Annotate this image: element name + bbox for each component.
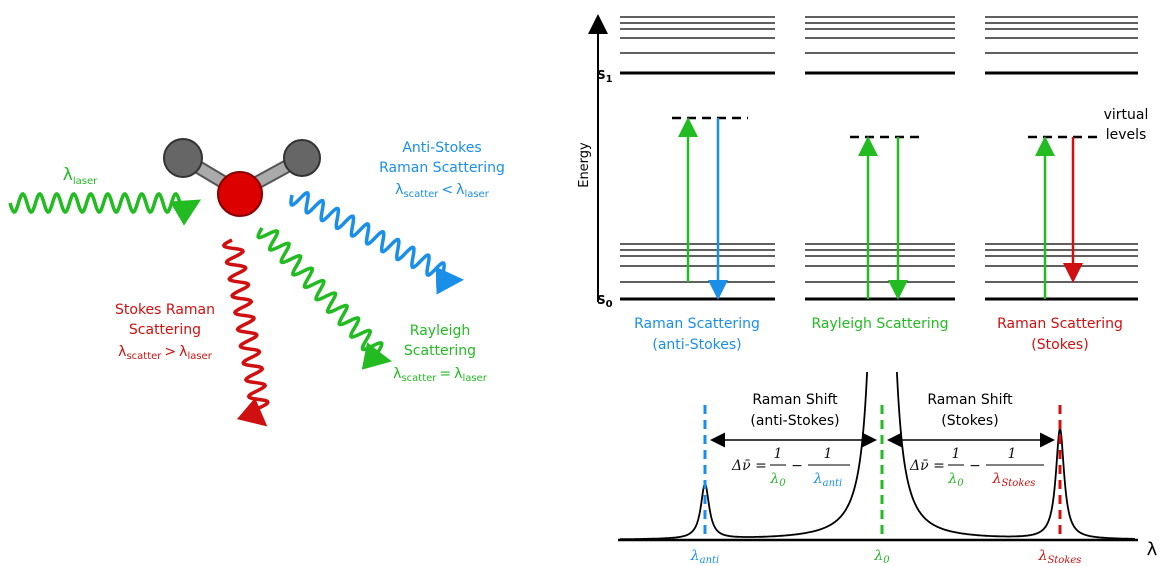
spectrum-curve xyxy=(620,372,1135,541)
formula-den: λ0 xyxy=(947,471,964,489)
formula-num: 1 xyxy=(824,446,833,462)
panel-label: Rayleigh Scattering xyxy=(811,316,948,332)
panel-label: Raman Scattering xyxy=(634,316,760,332)
x-axis-label: λ xyxy=(1147,539,1158,560)
x-label: λ0 xyxy=(873,548,890,566)
formula-den: λ0 xyxy=(769,471,786,489)
incident-label: λlaser xyxy=(63,165,98,187)
wave-arrows xyxy=(8,190,464,427)
shift-label: Raman Shift xyxy=(752,392,838,408)
shift-label: Raman Shift xyxy=(927,392,1013,408)
shift-label: (anti-Stokes) xyxy=(750,413,839,429)
formula-minus: − xyxy=(969,458,981,474)
x-label: λanti xyxy=(690,548,720,566)
shift-label: (Stokes) xyxy=(941,413,998,429)
panel-label: Raman Scattering xyxy=(997,316,1123,332)
formula-minus: − xyxy=(791,458,803,474)
virtual-levels-label: levels xyxy=(1106,127,1147,143)
formula-lhs: Δν̄ = xyxy=(909,458,945,474)
wave-arrow xyxy=(256,227,392,370)
panel-label: (Stokes) xyxy=(1031,337,1088,353)
formula-den: λanti xyxy=(813,471,843,489)
rayleigh-title: Rayleigh xyxy=(410,323,470,339)
anti-stokes-relation: λscatter < λlaser xyxy=(395,182,490,200)
energy-label: Energy xyxy=(577,142,592,188)
formula-num: 1 xyxy=(952,446,961,462)
stokes-formula: Δν̄ = 1 λ0 − 1 λStokes xyxy=(909,446,1044,489)
wave-arrow xyxy=(8,192,202,226)
s0-label: S0 xyxy=(597,293,613,310)
molecule xyxy=(163,138,321,217)
formula-num: 1 xyxy=(1008,446,1017,462)
panel-label: (anti-Stokes) xyxy=(652,337,741,353)
stokes-relation: λscatter > λlaser xyxy=(118,344,213,362)
virtual-levels-label: virtual xyxy=(1104,107,1149,123)
formula-lhs: Δν̄ = xyxy=(731,458,767,474)
anti-stokes-title: Raman Scattering xyxy=(379,160,505,176)
anti-stokes-title: Anti-Stokes xyxy=(402,140,481,156)
spectrum xyxy=(618,372,1138,542)
rayleigh-title: Scattering xyxy=(404,343,476,359)
wave-arrow xyxy=(289,190,464,295)
stokes-title: Scattering xyxy=(129,322,201,338)
formula-num: 1 xyxy=(774,446,783,462)
wave-arrow xyxy=(221,238,270,427)
stokes-title: Stokes Raman xyxy=(115,302,215,318)
s1-label: S1 xyxy=(597,68,613,85)
anti-formula: Δν̄ = 1 λ0 − 1 λanti xyxy=(731,446,850,489)
energy-levels xyxy=(620,16,1138,301)
rayleigh-relation: λscatter = λlaser xyxy=(393,366,488,384)
formula-den: λStokes xyxy=(992,471,1036,489)
x-label: λStokes xyxy=(1038,548,1082,566)
